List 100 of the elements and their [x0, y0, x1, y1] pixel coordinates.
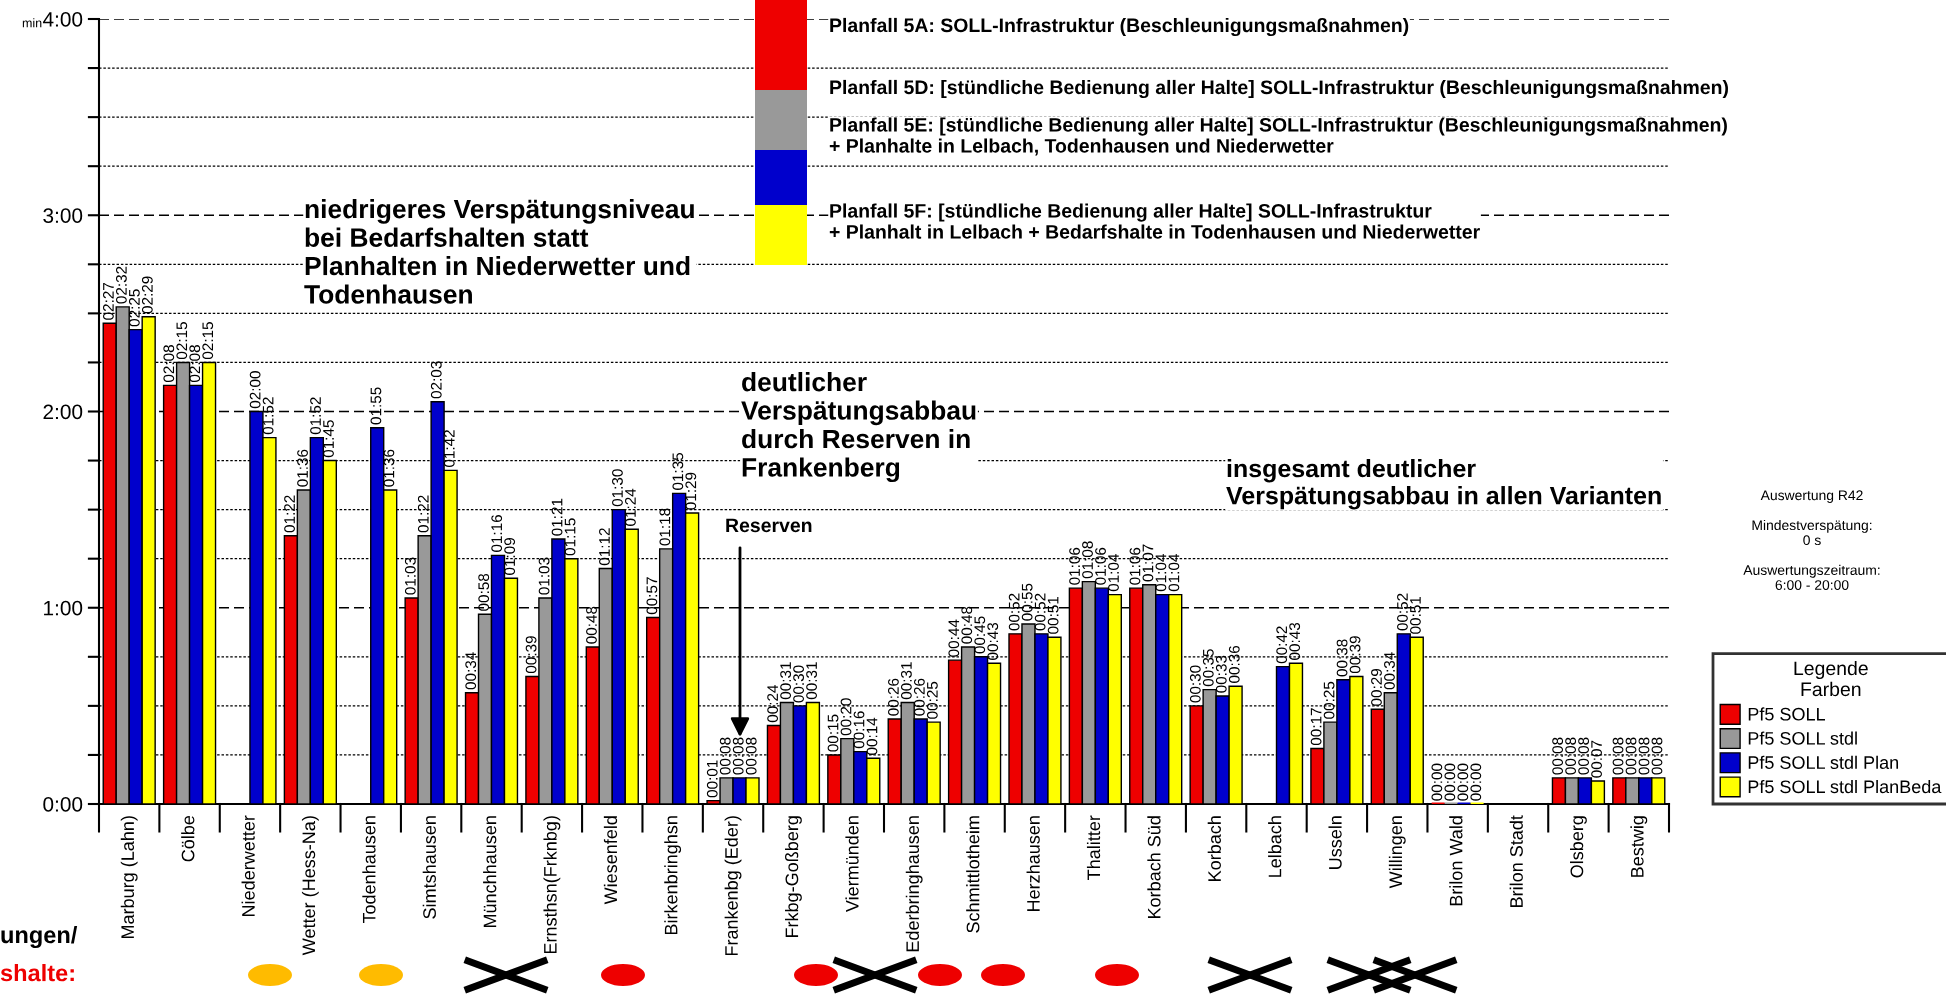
x-tick-label: Olsberg: [1570, 816, 1587, 878]
x-tick-label: Herzhausen: [1026, 816, 1040, 911]
data-label: 02:15: [176, 322, 188, 360]
data-label: 00:48: [586, 606, 597, 644]
x-tick-label: Niederwetter: [241, 815, 255, 916]
x-tick-label: Korbach: [1207, 816, 1221, 881]
data-label: 00:30: [1189, 665, 1201, 703]
data-label: 02:03: [430, 361, 442, 399]
data-label: 00:07: [1591, 740, 1602, 778]
x-tick-label: Willingen: [1388, 816, 1406, 889]
data-label: 00:36: [1228, 645, 1240, 683]
annotation: niedrigeres Verspätungsniveau bei Bedarfshalten statt Planhalten in Niederwetter und Todenhausen: [304, 199, 694, 304]
annotation: Planfall 5D: [stündliche Bedienung aller Halte] SOLL-Infrastruktur (Beschleunigungsmaßnahmen): [830, 79, 1728, 99]
data-label: 00:15: [827, 714, 839, 752]
text: ungen/: [1, 925, 78, 949]
data-label: 02:25: [128, 289, 140, 327]
data-label: 01:04: [1168, 554, 1180, 592]
data-label: 00:25: [926, 681, 938, 719]
data-label: 01:04: [1155, 554, 1167, 592]
y-tick-label: 0:00: [43, 797, 83, 812]
data-label: 02:27: [103, 282, 114, 320]
data-label: 01:24: [625, 488, 636, 526]
data-label: 01:16: [491, 515, 503, 552]
data-label: 00:34: [1384, 652, 1395, 690]
data-label: 01:30: [612, 469, 623, 507]
text: Auswertung R42 Mindestverspätung: 0 s Auswertungszeitraum: 6:00 - 20:00: [1743, 490, 1880, 590]
data-label: 01:29: [685, 472, 697, 510]
x-tick-label: Bestwig: [1630, 816, 1648, 877]
x-tick-label: Ederbringhausen: [905, 816, 923, 952]
data-label: 00:08: [1578, 737, 1590, 775]
data-label: 02:15: [202, 322, 214, 360]
y-tick-label: 1:00: [44, 600, 83, 616]
data-label: 00:25: [1323, 681, 1335, 719]
data-label: 00:48: [961, 606, 973, 644]
data-label: 00:29: [1371, 668, 1382, 706]
y-tick-label: 3:00: [43, 208, 83, 223]
data-label: 02:29: [141, 276, 153, 314]
data-label: 00:35: [1202, 649, 1214, 687]
data-label: 01:22: [284, 495, 295, 533]
data-label: 01:07: [1142, 544, 1154, 582]
y-tick-label: 4:00: [42, 12, 83, 27]
data-label: 01:35: [672, 452, 684, 490]
legend-label: Pf5 SOLL: [1748, 707, 1825, 721]
annotation: insgesamt deutlicher Verspätungsabbau in allen Varianten: [1226, 459, 1661, 510]
data-label: 00:51: [1410, 596, 1421, 634]
x-tick-label: Thalitter: [1086, 815, 1101, 880]
data-label: 01:06: [1129, 547, 1141, 585]
y-axis-title: min: [22, 18, 42, 28]
data-label: 00:08: [1651, 737, 1663, 775]
data-label: 00:08: [1625, 737, 1637, 775]
data-label: 02:08: [163, 345, 175, 383]
data-label: 00:01: [706, 760, 718, 798]
data-label: 01:45: [323, 420, 334, 458]
data-label: 00:31: [780, 662, 792, 700]
data-label: 00:08: [1552, 737, 1564, 775]
data-label: 00:43: [987, 622, 999, 660]
legend-label: Pf5 SOLL stdl Plan: [1748, 755, 1899, 769]
data-label: 01:06: [1069, 547, 1080, 585]
x-tick-label: Wetter (Hess-Na): [301, 816, 319, 956]
data-label: 01:03: [538, 557, 550, 595]
legend-title: Legende Farben: [1794, 660, 1868, 697]
x-tick-label: Wiesenfeld: [603, 816, 618, 905]
data-label: 01:09: [504, 538, 516, 575]
x-tick-label: Schmittlotheim: [966, 816, 980, 933]
data-label: 00:44: [948, 619, 960, 657]
x-tick-label: Birkenbringhsn: [664, 816, 682, 935]
data-label: 01:15: [564, 518, 576, 556]
data-label: 00:08: [719, 737, 731, 775]
data-label: 01:36: [297, 449, 308, 487]
data-label: 00:38: [1336, 639, 1348, 677]
data-label: 00:33: [1215, 655, 1227, 693]
data-label: 00:39: [525, 636, 537, 674]
data-label: 00:45: [974, 616, 986, 654]
data-label: 00:00: [1457, 763, 1469, 801]
data-label: 00:24: [767, 684, 779, 723]
data-label: 01:18: [659, 508, 671, 546]
data-label: 00:43: [1289, 622, 1301, 660]
annotation: Planfall 5E: [stündliche Bedienung aller Halte] SOLL-Infrastruktur (Beschleunigungsmaßnahmen) + Planhalte in Lelbach, Todenhausen und Niederwetter: [829, 117, 1727, 156]
data-label: 00:58: [478, 573, 490, 611]
data-label: 00:31: [806, 662, 817, 700]
data-label: 01:36: [383, 449, 395, 487]
data-label: 01:42: [443, 430, 455, 467]
annotation: deutlicher Verspätungsabbau durch Reserven in Frankenberg: [741, 372, 976, 483]
x-tick-label: Münchhausen: [483, 816, 497, 928]
data-label: 00:52: [1034, 593, 1046, 631]
x-tick-label: Viermünden: [845, 816, 859, 913]
data-label: 02:00: [249, 371, 261, 409]
data-label: 01:52: [310, 397, 321, 435]
data-label: 00:08: [732, 737, 744, 775]
data-label: 00:16: [853, 711, 865, 749]
annotation: Planfall 5F: [stündliche Bedienung aller Halte] SOLL-Infrastruktur + Planhalt in Lelbach + Bedarfshalte in Todenhausen und Niederwetter: [829, 203, 1480, 239]
data-label: 00:26: [888, 678, 899, 716]
data-label: 00:42: [1276, 626, 1288, 664]
data-label: 01:04: [1108, 554, 1119, 592]
data-label: 00:30: [793, 665, 805, 703]
data-label: 00:00: [1431, 763, 1443, 801]
x-tick-label: Ernsthsn(Frknbg): [543, 816, 561, 954]
x-tick-label: Brilon Stadt: [1509, 815, 1523, 907]
data-label: 00:57: [646, 577, 658, 615]
x-tick-label: Lelbach: [1268, 816, 1282, 877]
